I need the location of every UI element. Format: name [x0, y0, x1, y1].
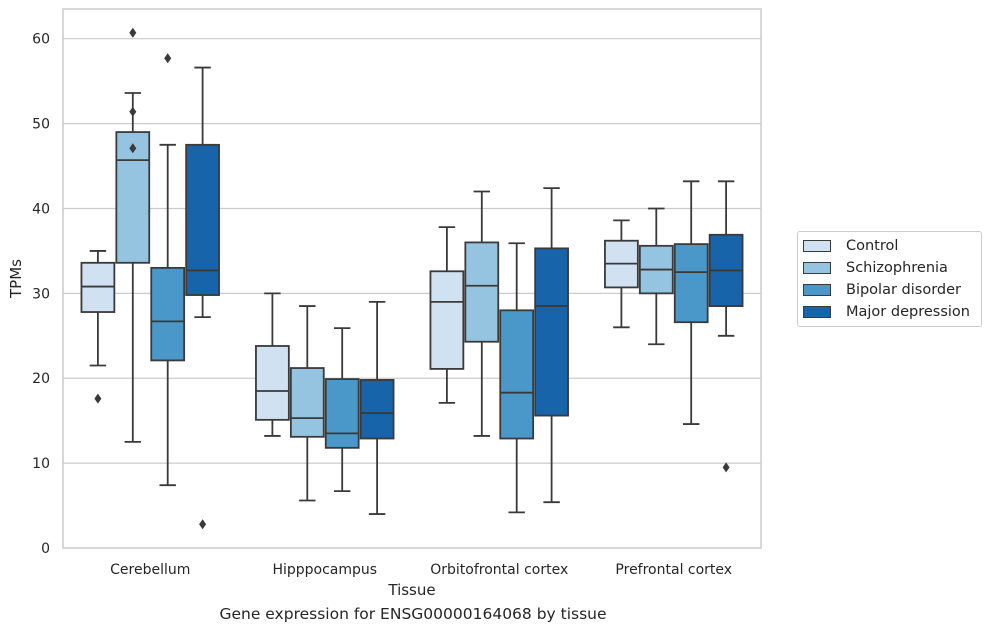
x-axis-label: Tissue — [387, 581, 435, 599]
box-orbitofrontal-cortex-bipolar-disorder-iqr — [499, 309, 535, 440]
box-hipppocampus-bipolar-disorder — [324, 327, 360, 493]
box-cerebellum-schizophrenia-outlier-1 — [129, 106, 137, 117]
box-orbitofrontal-cortex-control-iqr — [429, 270, 465, 370]
y-tick-label-0: 0 — [41, 541, 50, 557]
legend-swatch-major-depression — [803, 306, 831, 318]
x-tick-labels: Cerebellum Hipppocampus Orbitofrontal cort… — [110, 562, 732, 578]
box-orbitofrontal-cortex-schizophrenia-iqr — [464, 241, 500, 343]
box-orbitofrontal-cortex-major-depression — [534, 187, 569, 504]
y-tick-label-40: 40 — [32, 201, 50, 217]
x-tick-label-hipppocampus: Hipppocampus — [272, 562, 377, 578]
box-cerebellum-bipolar-disorder-iqr — [150, 266, 186, 362]
chart-title: Gene expression for ENSG00000164068 by t… — [219, 605, 607, 623]
box-orbitofrontal-cortex-control — [429, 226, 465, 404]
box-cerebellum-schizophrenia-iqr — [115, 131, 151, 264]
y-axis-label: TPMs — [7, 259, 25, 299]
legend: Control Schizophrenia Bipolar disorder M… — [797, 231, 982, 327]
box-prefrontal-cortex-major-depression — [708, 180, 744, 473]
box-cerebellum-schizophrenia — [115, 27, 151, 443]
box-cerebellum-control-outlier-0 — [94, 393, 102, 404]
x-tick-label-orbitofrontal-cortex: Orbitofrontal cortex — [430, 562, 568, 578]
y-tick-label-50: 50 — [32, 117, 50, 133]
box-hipppocampus-schizophrenia-iqr — [289, 367, 325, 438]
box-cerebellum-major-depression — [185, 66, 220, 530]
box-orbitofrontal-cortex-major-depression-iqr — [534, 247, 569, 417]
box-series — [80, 27, 744, 530]
box-hipppocampus-bipolar-disorder-iqr — [324, 378, 360, 449]
box-hipppocampus-major-depression-iqr — [359, 379, 395, 440]
box-prefrontal-cortex-major-depression-outlier-0 — [722, 462, 730, 473]
box-cerebellum-schizophrenia-outlier-0 — [129, 143, 137, 154]
legend-item-major-depression: Major depression — [803, 302, 970, 322]
y-tick-label-20: 20 — [32, 371, 50, 387]
legend-swatch-bipolar-disorder — [803, 284, 831, 296]
box-hipppocampus-schizophrenia — [289, 305, 325, 502]
y-tick-label-60: 60 — [32, 32, 50, 48]
box-hipppocampus-control — [255, 292, 290, 437]
plot-frame — [62, 8, 762, 549]
legend-swatch-schizophrenia — [803, 262, 831, 274]
x-tick-label-prefrontal-cortex: Prefrontal cortex — [615, 562, 732, 578]
x-tick-label-cerebellum: Cerebellum — [110, 562, 190, 578]
legend-label-control: Control — [846, 238, 899, 254]
legend-swatch-control — [803, 240, 831, 252]
box-prefrontal-cortex-control — [604, 219, 639, 329]
legend-label-bipolar-disorder: Bipolar disorder — [846, 282, 961, 298]
box-cerebellum-bipolar-disorder — [150, 53, 186, 487]
box-cerebellum-control — [80, 250, 116, 404]
legend-item-bipolar-disorder: Bipolar disorder — [803, 280, 961, 300]
box-prefrontal-cortex-bipolar-disorder-iqr — [673, 243, 709, 324]
legend-label-major-depression: Major depression — [846, 304, 970, 320]
y-tick-label-10: 10 — [32, 456, 50, 472]
y-tick-label-30: 30 — [32, 286, 50, 302]
legend-label-schizophrenia: Schizophrenia — [846, 260, 948, 276]
box-hipppocampus-control-iqr — [255, 345, 290, 421]
y-tick-labels: 0 10 20 30 40 50 60 — [32, 32, 50, 557]
legend-item-schizophrenia: Schizophrenia — [803, 258, 948, 278]
box-orbitofrontal-cortex-bipolar-disorder — [499, 242, 535, 514]
box-orbitofrontal-cortex-schizophrenia — [464, 190, 500, 437]
box-prefrontal-cortex-schizophrenia — [638, 207, 674, 346]
box-cerebellum-major-depression-iqr — [185, 143, 220, 296]
box-cerebellum-schizophrenia-outlier-2 — [129, 27, 137, 38]
box-cerebellum-bipolar-disorder-outlier-0 — [164, 53, 172, 64]
box-prefrontal-cortex-bipolar-disorder — [673, 180, 709, 425]
box-cerebellum-major-depression-outlier-0 — [199, 519, 207, 530]
legend-item-control: Control — [803, 236, 898, 256]
box-hipppocampus-major-depression — [359, 300, 395, 515]
